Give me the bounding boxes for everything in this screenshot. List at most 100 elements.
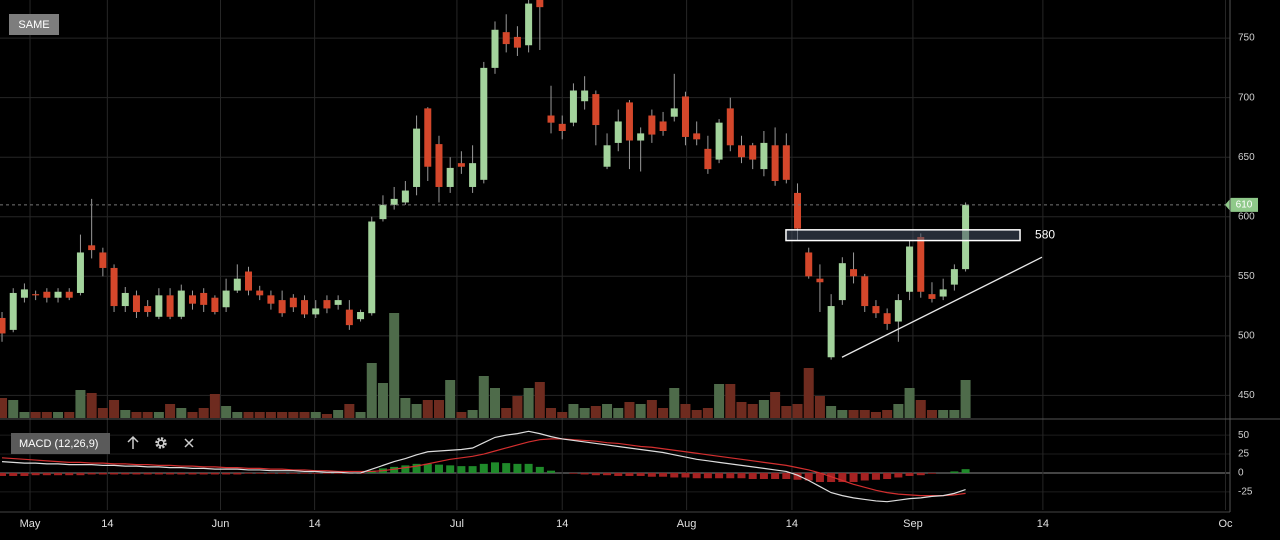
candle-body: [480, 67, 488, 180]
volume-bar: [490, 388, 501, 418]
volume-bar: [691, 410, 702, 418]
candle-body: [312, 308, 320, 315]
macd-histogram-bar: [255, 472, 264, 474]
volume-bar: [0, 398, 8, 418]
candle-body: [861, 276, 869, 307]
gear-teeth[interactable]: [155, 437, 167, 449]
candle-body: [502, 32, 510, 45]
volume-bar: [714, 384, 725, 418]
volume-bar: [8, 400, 19, 418]
volume-bar: [758, 400, 769, 418]
macd-histogram-bar: [692, 472, 701, 479]
volume-bar: [97, 408, 108, 418]
volume-bar: [333, 410, 344, 418]
macd-histogram-bar: [98, 472, 107, 475]
candle-body: [424, 108, 432, 167]
candle-body: [368, 221, 376, 314]
close-icon[interactable]: [184, 438, 194, 448]
candle-body: [121, 292, 129, 307]
volume-bar: [277, 412, 288, 418]
macd-histogram-bar: [726, 472, 735, 479]
candle-body: [648, 115, 656, 135]
candle-body: [603, 145, 611, 167]
volume-bar: [176, 408, 187, 418]
macd-histogram-bar: [614, 472, 623, 476]
volume-bar: [19, 412, 30, 418]
volume-bar: [389, 313, 400, 418]
macd-histogram-bar: [883, 472, 892, 479]
macd-line: [1, 430, 966, 503]
gear-body[interactable]: [157, 439, 165, 447]
macd-histogram-bar: [31, 472, 40, 476]
macd-histogram-bar: [87, 472, 96, 475]
volume-bar: [702, 408, 713, 418]
candle-body: [681, 96, 689, 137]
macd-histogram-bar: [9, 472, 18, 476]
candle-body: [883, 313, 891, 324]
candle-body: [233, 278, 241, 291]
volume-bar: [568, 404, 579, 418]
volume-bar: [400, 398, 411, 418]
macd-histogram-bar: [311, 472, 320, 474]
macd-histogram-bar: [143, 472, 152, 475]
volume-bar: [41, 412, 52, 418]
macd-histogram-bar: [524, 463, 533, 473]
trend-line: [841, 256, 1043, 358]
candle-body: [166, 295, 174, 317]
button-label[interactable]: SAME: [18, 19, 49, 31]
candle-body: [805, 252, 813, 277]
candle-body: [457, 163, 465, 167]
macd-histogram-bar: [950, 471, 959, 473]
volume-bar: [422, 400, 433, 418]
annotation-layer: 610 580: [0, 197, 1258, 358]
volume-bar: [86, 393, 97, 418]
candle-body: [872, 306, 880, 314]
same-button[interactable]: SAME: [9, 14, 59, 35]
volume-bar: [781, 406, 792, 418]
candle-body: [110, 267, 118, 307]
macd-histogram-bar: [849, 472, 858, 483]
candle-body: [289, 297, 297, 308]
candle-body: [345, 309, 353, 326]
candle-body: [838, 263, 846, 301]
volume-bar: [411, 404, 422, 418]
volume-bar: [456, 412, 467, 418]
candle-body: [558, 123, 566, 131]
macd-histogram-bar: [737, 472, 746, 479]
candle-body: [726, 108, 734, 146]
move-up-icon[interactable]: [127, 435, 139, 449]
settings-icon[interactable]: [155, 437, 167, 449]
volume-bar: [344, 404, 355, 418]
volume-bar: [478, 376, 489, 418]
macd-histogram-bar: [54, 472, 63, 476]
macd-histogram-bar: [491, 462, 500, 473]
candle-body: [827, 306, 835, 358]
last-price-label: 610: [1236, 199, 1253, 210]
button-bg[interactable]: [9, 14, 59, 35]
grid: [0, 0, 1230, 510]
macd-histogram-bar: [479, 463, 488, 473]
candle-body: [569, 90, 577, 123]
candle-body: [99, 252, 107, 268]
candle-body: [894, 300, 902, 322]
candle-body: [9, 292, 17, 330]
candle-body: [267, 295, 275, 304]
macd-histogram-bar: [110, 472, 119, 475]
macd-histogram-bar: [771, 472, 780, 479]
y-tick-label: 450: [1238, 390, 1255, 401]
candle-body: [413, 128, 421, 187]
macd-histogram-bar: [121, 472, 130, 475]
candle-body: [670, 108, 678, 117]
macd-histogram-bar: [916, 472, 925, 476]
macd-histogram-bar: [961, 469, 970, 473]
volume-bar: [221, 406, 232, 418]
volume-bar: [826, 406, 837, 418]
macd-histogram-bar: [703, 472, 712, 479]
candle-body: [379, 204, 387, 220]
y-tick-label: 750: [1238, 33, 1255, 44]
volume-bar: [882, 410, 893, 418]
candle-body: [693, 133, 701, 140]
volume-bar: [613, 408, 624, 418]
